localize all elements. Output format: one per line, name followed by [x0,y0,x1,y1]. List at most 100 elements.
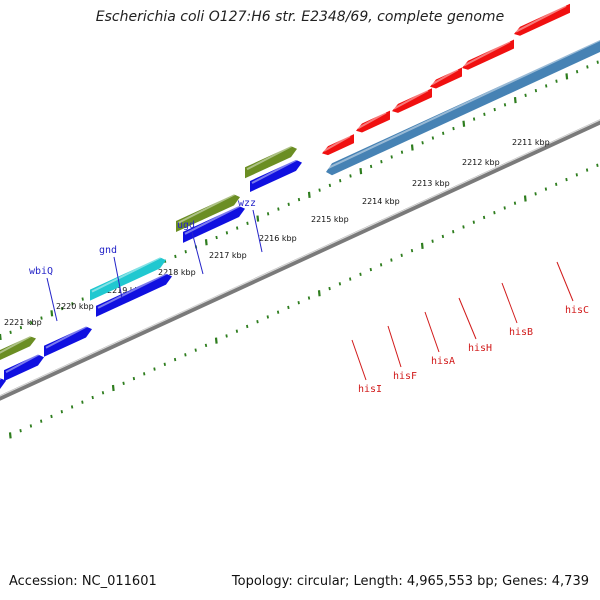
cds-block[interactable] [430,67,462,89]
upper-ruler-tick [328,183,332,188]
upper-ruler-tick [246,221,249,225]
cds-block-body [322,134,354,156]
cds-block[interactable] [356,110,390,133]
cds-block-body [4,354,44,382]
cds-block[interactable] [326,37,600,176]
cds-block-body [326,40,600,176]
lower-ruler-tick [565,177,568,182]
upper-ruler-tick [318,188,321,192]
upper-ruler-tick [215,235,218,240]
upper-ruler-tick [349,174,352,178]
upper-ruler-tick [575,69,579,74]
cds-block[interactable] [0,334,36,362]
gene-label-ugd[interactable]: ugd [177,220,195,231]
lower-ruler-tick [184,353,187,357]
cds-block[interactable] [44,324,92,357]
lower-ruler-tick [472,220,475,224]
upper-ruler-tick [410,144,414,151]
cds-block[interactable] [183,204,245,243]
cds-block[interactable] [4,352,44,382]
cds-block[interactable] [322,134,354,156]
gene-label-wzz[interactable]: wzz [238,198,256,209]
lower-ruler-tick [338,282,342,286]
cds-block-shine [0,334,33,354]
gene-leader-line [113,256,123,299]
lower-ruler-tick [132,376,136,381]
upper-ruler-tick [452,126,455,131]
cds-block-shine [177,192,237,224]
cds-block-body [0,336,36,361]
lower-ruler-tick [101,391,105,395]
upper-ruler-tick [513,96,517,104]
gene-leader-line [252,209,263,253]
cds-block[interactable] [462,39,514,70]
cds-block-shine [515,4,567,33]
map-title: Escherichia coli O127:H6 str. E2348/69, … [95,9,505,25]
lower-ruler-tick [317,290,321,297]
gene-label-hisI[interactable]: hisI [358,384,382,395]
upper-ruler-tick [596,60,599,64]
upper-ruler-tick [50,310,54,317]
upper-ruler-tick [174,254,177,259]
upper-ruler-tick [81,297,84,301]
lower-ruler-tick [143,372,146,376]
gene-label-hisH[interactable]: hisH [468,343,492,354]
lower-ruler-tick [70,405,74,409]
cds-block[interactable] [250,158,302,192]
cds-block[interactable] [90,255,166,301]
ruler-label: 2211 kbp [512,138,550,147]
gene-label-hisA[interactable]: hisA [431,356,455,367]
lower-ruler-tick [153,367,156,371]
upper-ruler-tick [565,73,569,80]
upper-ruler-tick [380,160,383,164]
genome-info-label: Topology: circular; Length: 4,965,553 bp… [231,574,589,589]
gene-leader-line [191,231,204,275]
gene-leader-line [387,325,402,368]
lower-ruler-tick [410,248,414,253]
cds-block[interactable] [245,144,297,179]
lower-ruler-tick [235,329,239,333]
ruler-label: 2218 kbp [158,268,196,277]
upper-ruler-tick [266,212,270,216]
gene-label-hisC[interactable]: hisC [565,305,589,316]
lower-ruler-tick [60,410,63,414]
upper-ruler-tick [287,202,290,207]
cds-block-body [356,110,390,133]
lower-ruler-tick [493,211,496,215]
gene-label-hisB[interactable]: hisB [509,327,533,338]
lower-ruler-tick [8,432,12,439]
gene-label-hisF[interactable]: hisF [393,371,417,382]
gene-label-wbiQ[interactable]: wbiQ [29,266,53,277]
upper-ruler-tick [442,131,445,135]
upper-ruler-tick [421,141,424,145]
upper-ruler-tick [297,197,301,202]
cds-block-shine [246,144,294,171]
gene-leader-line [351,339,367,381]
lower-ruler-tick [575,173,578,177]
upper-ruler-tick [60,306,64,311]
lower-ruler-tick [503,206,506,210]
lower-ruler-tick [523,195,527,202]
cds-block[interactable] [392,88,432,113]
cds-block-body [90,257,166,301]
ruler-label: 2219 kbp [107,286,145,295]
lower-ruler-tick [328,286,331,291]
upper-ruler-tick [0,333,2,341]
upper-ruler-tick [390,155,393,159]
upper-ruler-tick [586,65,589,69]
gene-label-gnd[interactable]: gnd [99,245,117,256]
upper-ruler-tick [256,215,260,222]
lower-ruler-tick [29,424,33,428]
lower-ruler-tick [19,428,22,433]
cds-block[interactable] [514,3,570,36]
upper-ruler-tick [307,191,311,198]
upper-ruler-tick [503,103,507,107]
cds-block[interactable] [176,192,240,233]
ruler-label: 2214 kbp [362,197,400,206]
cds-block-body [44,326,92,357]
cds-block-shine [91,255,163,293]
upper-ruler-tick [40,316,43,320]
cds-block-body [250,159,302,192]
cds-block[interactable] [96,271,172,317]
